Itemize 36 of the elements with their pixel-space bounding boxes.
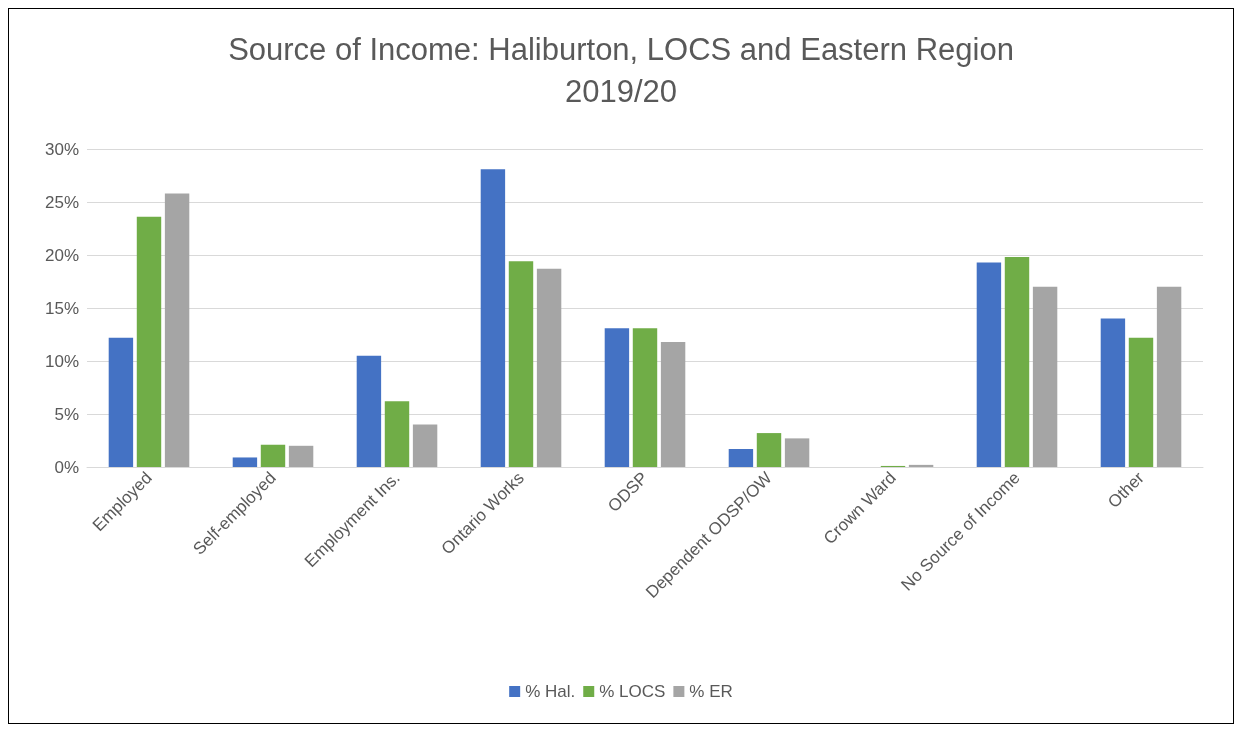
- y-tick-label: 25%: [44, 192, 79, 212]
- y-tick-label: 0%: [54, 457, 79, 477]
- bar: [480, 169, 506, 467]
- bar: [536, 268, 562, 467]
- y-tick-label: 20%: [44, 245, 79, 265]
- bar: [908, 464, 934, 467]
- bar: [288, 445, 314, 467]
- y-tick-label: 30%: [44, 139, 79, 159]
- bar: [260, 444, 286, 467]
- bar: [976, 262, 1002, 467]
- bar: [384, 401, 410, 467]
- bar: [728, 448, 754, 467]
- bar: [356, 355, 382, 467]
- legend-label: % ER: [689, 682, 733, 701]
- bar: [1004, 257, 1030, 467]
- bar: [164, 193, 190, 467]
- legend-label: % LOCS: [599, 682, 666, 701]
- chart-title: Source of Income: Haliburton, LOCS and Eastern Region 2019/20: [228, 31, 1014, 109]
- bar: [660, 341, 686, 467]
- y-tick-label: 15%: [44, 298, 79, 318]
- bar: [1156, 286, 1182, 467]
- legend-label: % Hal.: [525, 682, 576, 701]
- bar: [108, 337, 134, 467]
- bar: [1128, 337, 1154, 467]
- bar: [604, 328, 630, 467]
- bar: [1100, 318, 1126, 467]
- bar: [632, 328, 658, 467]
- bar: [508, 261, 534, 467]
- bar: [232, 457, 258, 467]
- bar: [412, 424, 438, 467]
- bar: [784, 438, 810, 467]
- bar: [136, 216, 162, 467]
- y-tick-label: 5%: [54, 404, 79, 424]
- y-tick-label: 10%: [44, 351, 79, 371]
- bar: [1032, 286, 1058, 467]
- bar: [756, 433, 782, 467]
